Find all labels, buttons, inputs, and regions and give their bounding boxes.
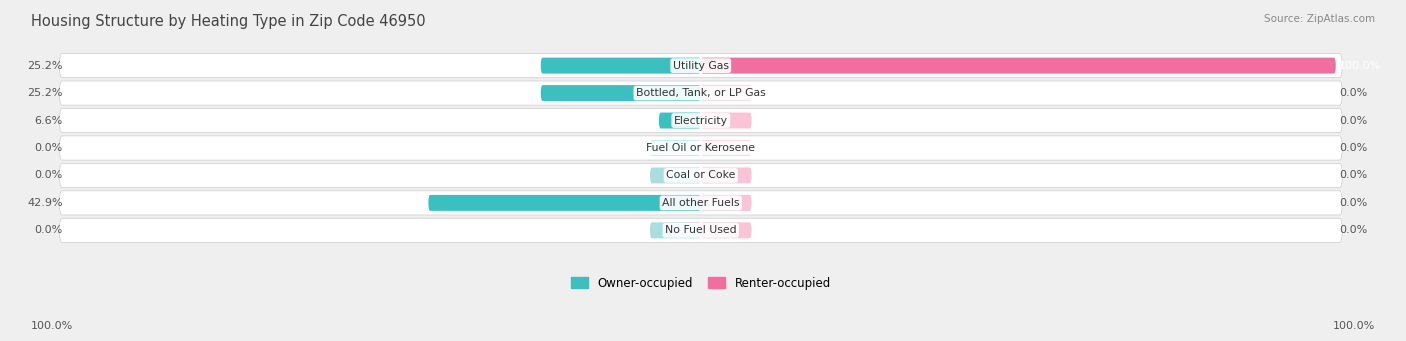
FancyBboxPatch shape bbox=[541, 85, 700, 101]
FancyBboxPatch shape bbox=[650, 222, 700, 238]
Text: 0.0%: 0.0% bbox=[1339, 170, 1367, 180]
FancyBboxPatch shape bbox=[59, 54, 1343, 78]
FancyBboxPatch shape bbox=[650, 140, 700, 156]
FancyBboxPatch shape bbox=[700, 58, 1336, 74]
FancyBboxPatch shape bbox=[429, 195, 700, 211]
FancyBboxPatch shape bbox=[659, 113, 700, 129]
FancyBboxPatch shape bbox=[650, 167, 700, 183]
Text: 0.0%: 0.0% bbox=[34, 143, 63, 153]
FancyBboxPatch shape bbox=[541, 58, 700, 74]
Text: 25.2%: 25.2% bbox=[27, 61, 63, 71]
FancyBboxPatch shape bbox=[59, 163, 1343, 188]
Text: Utility Gas: Utility Gas bbox=[673, 61, 728, 71]
Text: Housing Structure by Heating Type in Zip Code 46950: Housing Structure by Heating Type in Zip… bbox=[31, 14, 426, 29]
Text: Bottled, Tank, or LP Gas: Bottled, Tank, or LP Gas bbox=[636, 88, 766, 98]
Text: 0.0%: 0.0% bbox=[1339, 116, 1367, 125]
Legend: Owner-occupied, Renter-occupied: Owner-occupied, Renter-occupied bbox=[567, 272, 835, 294]
FancyBboxPatch shape bbox=[700, 113, 752, 129]
Text: 0.0%: 0.0% bbox=[1339, 198, 1367, 208]
FancyBboxPatch shape bbox=[59, 108, 1343, 133]
FancyBboxPatch shape bbox=[59, 191, 1343, 215]
Text: 0.0%: 0.0% bbox=[34, 225, 63, 235]
Text: Electricity: Electricity bbox=[673, 116, 728, 125]
FancyBboxPatch shape bbox=[59, 136, 1343, 160]
FancyBboxPatch shape bbox=[700, 195, 752, 211]
Text: No Fuel Used: No Fuel Used bbox=[665, 225, 737, 235]
FancyBboxPatch shape bbox=[700, 222, 752, 238]
Text: 0.0%: 0.0% bbox=[1339, 143, 1367, 153]
FancyBboxPatch shape bbox=[59, 81, 1343, 105]
FancyBboxPatch shape bbox=[700, 85, 752, 101]
Text: 100.0%: 100.0% bbox=[1339, 61, 1381, 71]
FancyBboxPatch shape bbox=[700, 167, 752, 183]
Text: Coal or Coke: Coal or Coke bbox=[666, 170, 735, 180]
Text: 100.0%: 100.0% bbox=[31, 321, 73, 331]
Text: 100.0%: 100.0% bbox=[1333, 321, 1375, 331]
Text: 0.0%: 0.0% bbox=[1339, 88, 1367, 98]
FancyBboxPatch shape bbox=[700, 140, 752, 156]
Text: 0.0%: 0.0% bbox=[34, 170, 63, 180]
Text: 6.6%: 6.6% bbox=[34, 116, 63, 125]
Text: Source: ZipAtlas.com: Source: ZipAtlas.com bbox=[1264, 14, 1375, 24]
Text: 25.2%: 25.2% bbox=[27, 88, 63, 98]
Text: All other Fuels: All other Fuels bbox=[662, 198, 740, 208]
FancyBboxPatch shape bbox=[59, 218, 1343, 242]
Text: 0.0%: 0.0% bbox=[1339, 225, 1367, 235]
Text: Fuel Oil or Kerosene: Fuel Oil or Kerosene bbox=[647, 143, 755, 153]
Text: 42.9%: 42.9% bbox=[27, 198, 63, 208]
